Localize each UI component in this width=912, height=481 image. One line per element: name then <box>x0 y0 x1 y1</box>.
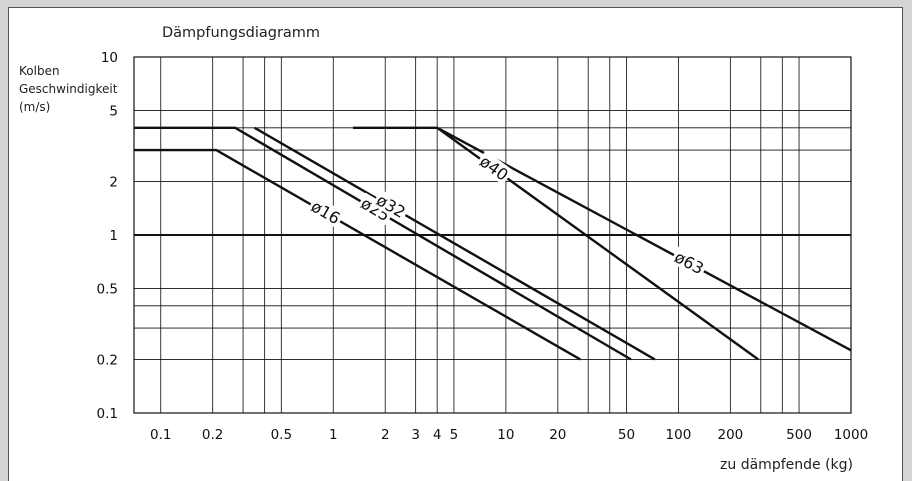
y-axis-label-line-3: (m/s) <box>19 100 50 114</box>
x-tick-label: 0.1 <box>150 427 171 443</box>
series-line <box>436 126 852 352</box>
x-tick-label: 20 <box>549 427 566 443</box>
series-line <box>134 148 581 361</box>
series-line <box>134 126 632 361</box>
x-tick-label: 2 <box>381 427 390 443</box>
x-tick-label: 1 <box>329 427 338 443</box>
series-line <box>353 126 759 361</box>
x-tick-label: 10 <box>497 427 514 443</box>
y-tick-label: 1 <box>109 228 118 244</box>
y-tick-label: 10 <box>101 50 118 66</box>
x-tick-label: 3 <box>411 427 420 443</box>
x-tick-label: 4 <box>433 427 442 443</box>
x-tick-label: 5 <box>450 427 459 443</box>
plot-frame <box>133 56 852 414</box>
y-axis-label-line-2: Geschwindigkeit <box>19 82 118 96</box>
x-tick-label: 100 <box>666 427 692 443</box>
y-tick-label: 0.5 <box>97 282 118 298</box>
series-layer <box>134 126 852 361</box>
x-tick-label: 0.2 <box>202 427 223 443</box>
series-label-backdrop <box>306 195 346 229</box>
x-tick-label: 200 <box>717 427 743 443</box>
series-label-backdrop <box>371 189 411 223</box>
series-line <box>253 126 656 361</box>
y-tick-label: 0.1 <box>97 406 118 422</box>
x-tick-label: 1000 <box>834 427 868 443</box>
x-tick-label: 500 <box>786 427 812 443</box>
series-label-backdrop <box>475 150 514 186</box>
x-tick-label: 0.5 <box>271 427 292 443</box>
grid-layer: 0.1 0.2 0.5 1 2 3 4 5 10 20 50 100 200 500 10000.10.20… <box>97 50 869 443</box>
x-axis-label: zu dämpfende (kg) <box>720 457 853 473</box>
x-tick-label: 50 <box>618 427 635 443</box>
y-tick-label: 0.2 <box>97 352 118 368</box>
series-label-backdrop <box>356 192 395 226</box>
y-tick-label: 5 <box>109 104 118 120</box>
y-axis-label-line-1: Kolben <box>19 64 60 78</box>
chart-title: Dämpfungsdiagramm <box>162 25 320 41</box>
series-label-backdrop <box>670 246 709 279</box>
y-tick-label: 2 <box>109 174 118 190</box>
